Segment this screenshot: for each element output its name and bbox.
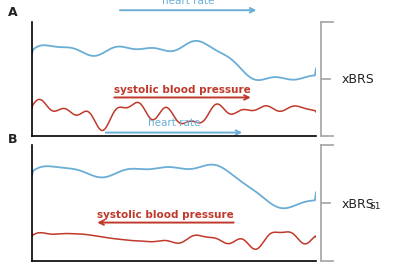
Text: xBRS: xBRS	[342, 198, 375, 211]
Text: heart rate: heart rate	[148, 118, 200, 128]
Text: S1: S1	[369, 202, 381, 211]
Text: heart rate: heart rate	[162, 0, 214, 6]
Text: A: A	[8, 6, 18, 19]
Text: systolic blood pressure: systolic blood pressure	[97, 210, 234, 220]
Text: xBRS: xBRS	[342, 73, 375, 86]
Text: systolic blood pressure: systolic blood pressure	[114, 85, 251, 95]
Text: B: B	[8, 133, 18, 147]
